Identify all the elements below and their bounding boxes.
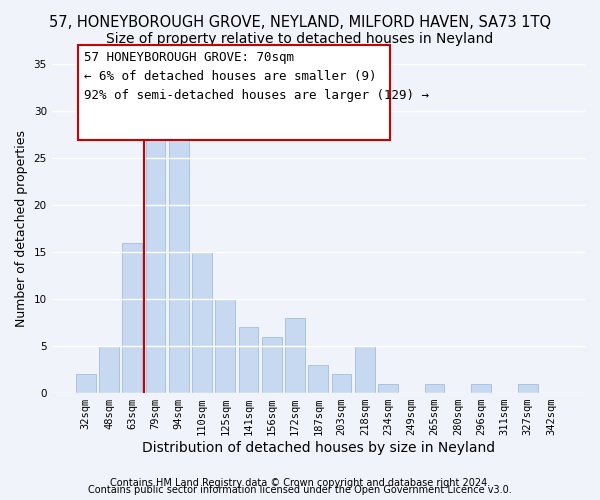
Bar (308, 365, 328, 393)
Bar (169, 130, 188, 393)
Bar (76, 374, 95, 393)
Text: Size of property relative to detached houses in Neyland: Size of property relative to detached ho… (106, 32, 494, 46)
Bar (192, 252, 212, 393)
Text: 57, HONEYBOROUGH GROVE, NEYLAND, MILFORD HAVEN, SA73 1TQ: 57, HONEYBOROUGH GROVE, NEYLAND, MILFORD… (49, 15, 551, 30)
Bar (99, 346, 119, 393)
Bar (425, 384, 445, 393)
Bar (332, 374, 352, 393)
Bar (215, 299, 235, 393)
Text: Contains public sector information licensed under the Open Government Licence v3: Contains public sector information licen… (88, 485, 512, 495)
Bar (239, 328, 259, 393)
Bar (262, 336, 282, 393)
Bar (146, 120, 166, 393)
X-axis label: Distribution of detached houses by size in Neyland: Distribution of detached houses by size … (142, 441, 495, 455)
Text: 57 HONEYBOROUGH GROVE: 70sqm
← 6% of detached houses are smaller (9)
92% of semi: 57 HONEYBOROUGH GROVE: 70sqm ← 6% of det… (84, 51, 429, 102)
Y-axis label: Number of detached properties: Number of detached properties (15, 130, 28, 327)
Bar (471, 384, 491, 393)
Bar (518, 384, 538, 393)
Bar (122, 242, 142, 393)
Text: Contains HM Land Registry data © Crown copyright and database right 2024.: Contains HM Land Registry data © Crown c… (110, 478, 490, 488)
Bar (285, 318, 305, 393)
Bar (355, 346, 375, 393)
Bar (378, 384, 398, 393)
